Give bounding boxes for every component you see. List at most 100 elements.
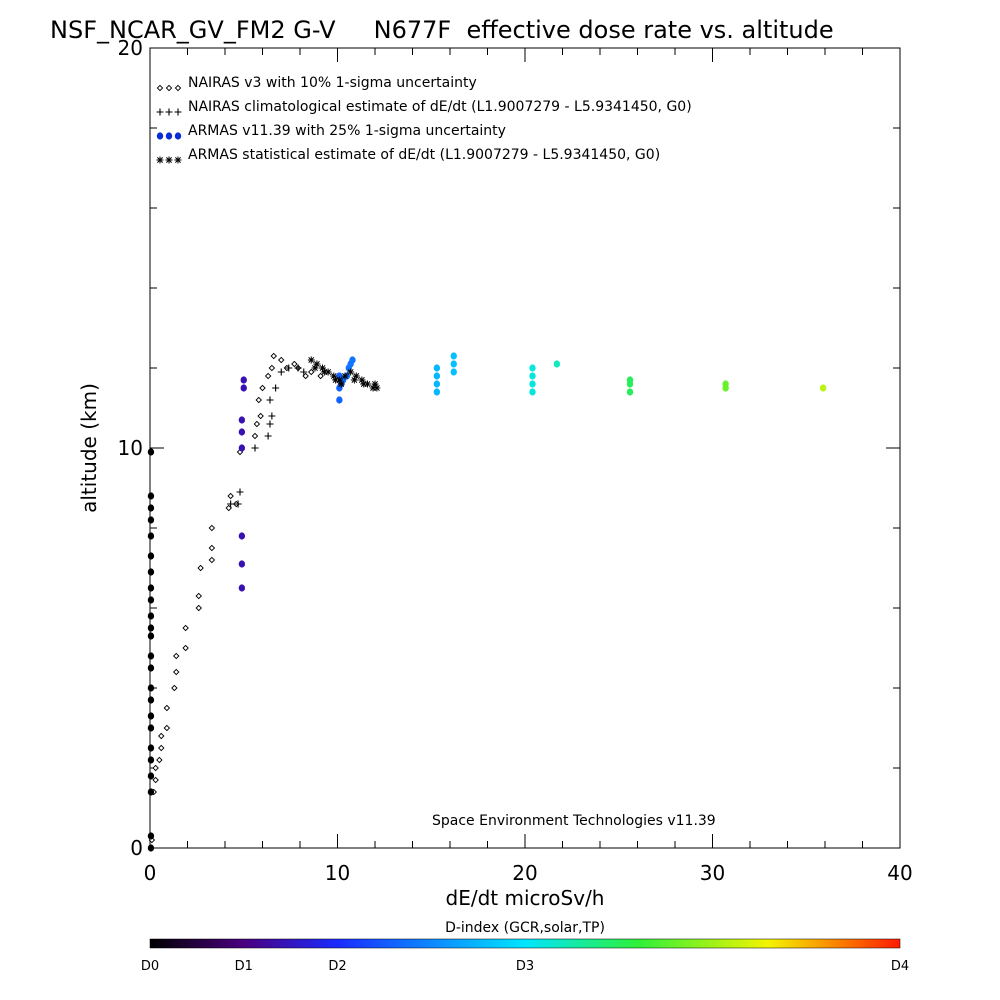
data-point (227, 492, 234, 500)
data-point (268, 364, 276, 372)
colorbar (149, 938, 901, 949)
series-1 (148, 352, 324, 844)
data-point (270, 352, 277, 360)
data-point (234, 500, 242, 508)
data-marks (147, 352, 827, 852)
legend-entry: NAIRAS climatological estimate of dE/dt … (188, 99, 692, 115)
colorbar-tick-label: D2 (328, 959, 346, 974)
x-tick-label: 30 (700, 861, 725, 885)
data-point (147, 632, 155, 640)
colorbar-label: D-index (GCR,solar,TP) (445, 920, 605, 936)
data-point (147, 584, 155, 592)
data-point (319, 364, 326, 372)
data-point (147, 712, 155, 720)
data-point (147, 612, 155, 620)
legend-entry: ARMAS statistical estimate of dE/dt (L1.… (188, 147, 660, 163)
data-point (197, 564, 204, 572)
data-point (335, 376, 343, 384)
data-point (341, 372, 349, 380)
colorbar-ticks: D0 D1 D2 D3 D4 (141, 959, 909, 974)
series-2 (227, 364, 308, 508)
data-point (158, 732, 165, 740)
x-tick-label: 10 (325, 861, 350, 885)
data-point (147, 772, 155, 780)
data-point (195, 592, 202, 600)
data-point (349, 356, 356, 364)
data-point (278, 356, 285, 364)
data-point (158, 744, 165, 752)
legend-marker (165, 156, 173, 164)
legend-marker (156, 132, 164, 140)
data-point (240, 376, 247, 384)
y-tick-label: 20 (118, 36, 143, 60)
data-point (195, 604, 202, 612)
legend-entry: ARMAS v11.39 with 25% 1-sigma uncertaint… (188, 123, 506, 139)
data-point (147, 596, 155, 604)
data-point (163, 704, 171, 712)
x-tick-label: 20 (512, 861, 537, 885)
y-tick-label: 0 (130, 836, 143, 860)
data-point (307, 356, 315, 364)
legend: NAIRAS v3 with 10% 1-sigma uncertainty NA… (156, 75, 692, 164)
data-point (433, 372, 441, 380)
data-point (337, 380, 345, 388)
data-point (264, 372, 272, 380)
data-point (251, 444, 259, 452)
data-point (294, 364, 302, 372)
data-point (371, 380, 379, 388)
data-point (147, 684, 155, 692)
data-point (208, 524, 216, 532)
data-point (255, 396, 262, 404)
x-axis-label: dE/dt microSv/h (446, 886, 605, 910)
data-point (147, 492, 155, 500)
data-point (266, 396, 274, 404)
data-point (182, 624, 189, 632)
data-point (156, 756, 163, 764)
data-point (147, 664, 155, 672)
axis-tick-labels: 0 10 20 30 40 0 10 20 (118, 36, 913, 885)
axis-ticks (149, 47, 901, 849)
x-tick-label: 40 (887, 861, 912, 885)
legend-marker (165, 84, 173, 92)
data-point (147, 568, 155, 576)
data-point (240, 384, 247, 392)
data-point (257, 412, 264, 420)
data-point (819, 384, 827, 392)
legend-marker (156, 84, 164, 92)
data-point (336, 396, 343, 404)
data-point (450, 352, 457, 360)
data-point (626, 388, 634, 396)
data-point (313, 360, 321, 368)
data-point (350, 376, 358, 384)
data-point (147, 832, 155, 840)
data-point (285, 364, 293, 372)
data-point (320, 368, 328, 376)
data-point (722, 380, 729, 388)
data-point (147, 532, 155, 540)
data-point (529, 380, 536, 388)
colorbar-tick-label: D4 (891, 959, 909, 974)
legend-marker (174, 84, 182, 92)
credit-text: Space Environment Technologies v11.39 (432, 813, 716, 829)
data-point (433, 364, 441, 372)
data-point (152, 776, 159, 784)
data-point (450, 368, 457, 376)
data-point (277, 368, 285, 376)
legend-marker (174, 108, 182, 116)
y-tick-label: 10 (118, 436, 143, 460)
legend-entry: NAIRAS v3 with 10% 1-sigma uncertainty (188, 75, 477, 91)
data-point (173, 652, 180, 660)
data-point (147, 756, 155, 764)
data-point (147, 844, 155, 852)
data-point (373, 384, 381, 392)
data-point (253, 420, 261, 428)
data-point (529, 372, 536, 380)
data-point (626, 376, 634, 384)
data-point (264, 432, 272, 440)
data-point (152, 764, 159, 772)
x-tick-label: 0 (144, 861, 157, 885)
legend-marker (165, 132, 173, 140)
legend-marker (174, 156, 182, 164)
data-point (251, 432, 259, 440)
